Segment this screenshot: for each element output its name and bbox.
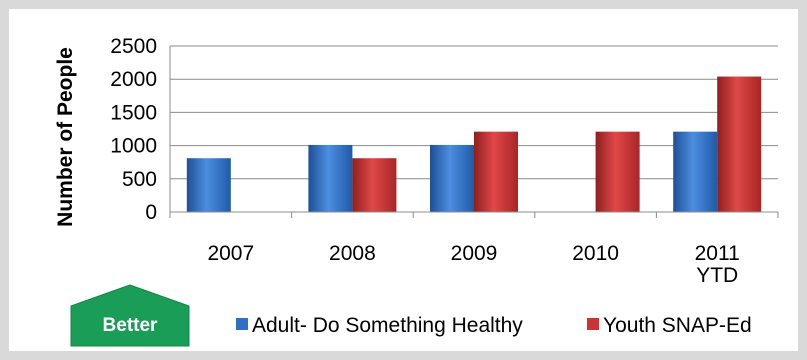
y-tick-label: 1500: [110, 101, 157, 124]
bar-youth-2009: [474, 131, 518, 212]
x-tick-label: 2010: [572, 242, 619, 265]
bar-youth-2008: [352, 158, 397, 212]
x-tick-label: 2007: [207, 242, 254, 265]
bar-adult-2007: [186, 158, 231, 212]
legend: Adult- Do Something Healthy Youth SNAP-Ed: [236, 314, 752, 337]
legend-label-youth: Youth SNAP-Ed: [603, 314, 752, 337]
bars: [186, 76, 762, 212]
legend-swatch-youth: [587, 318, 599, 330]
axes: [169, 46, 779, 218]
bar-adult-2009: [430, 144, 474, 212]
bar-youth-2011-ytd: [717, 76, 762, 212]
better-badge-shape: [70, 284, 190, 347]
better-badge: Better: [70, 284, 190, 347]
legend-swatch-adult: [236, 318, 248, 330]
legend-label-adult: Adult- Do Something Healthy: [252, 314, 523, 337]
bar-adult-2011-ytd: [673, 131, 718, 212]
y-tick-label: 0: [145, 201, 157, 224]
x-tick-label: 2009: [451, 242, 498, 265]
y-tick-label: 500: [122, 168, 157, 191]
tick-labels: 0 500 1000 1500 2000 2500 2007 2008 2009 2010 2011…: [110, 35, 740, 287]
bar-youth-2010: [595, 131, 640, 212]
x-tick-label: 2008: [329, 242, 376, 265]
better-badge-label: Better: [103, 315, 159, 336]
y-tick-label: 2500: [110, 35, 157, 58]
y-tick-label: 1000: [110, 135, 157, 158]
x-tick-label: 2011: [695, 242, 740, 265]
x-tick-label: YTD: [696, 264, 738, 287]
y-tick-label: 2000: [110, 68, 157, 91]
y-axis-label: Number of People: [54, 47, 77, 227]
bar-adult-2008: [308, 144, 353, 212]
